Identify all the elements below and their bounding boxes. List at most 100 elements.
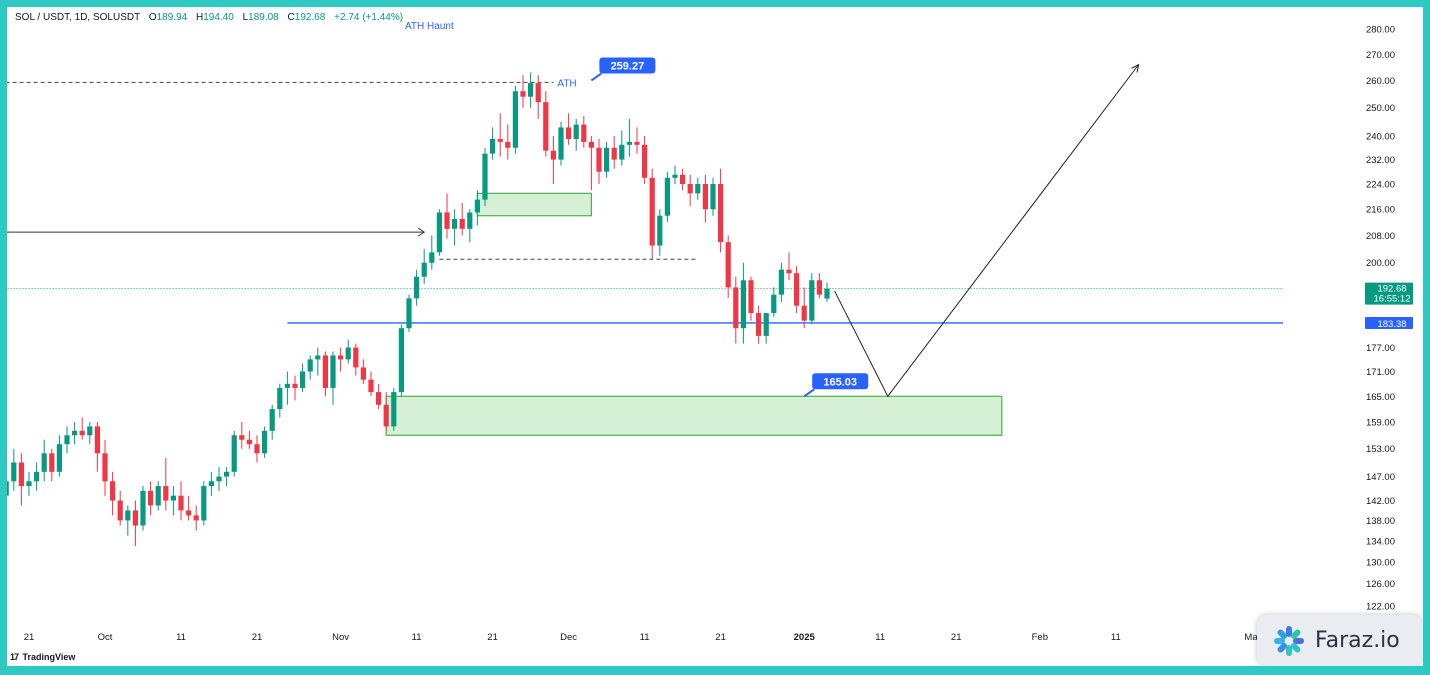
candle-body xyxy=(490,138,496,154)
candle-body xyxy=(528,83,534,97)
callout-label: 165.03 xyxy=(823,376,857,388)
symbol-header: SOL / USDT, 1D, SOLUSDT O189.94 H194.40 … xyxy=(15,12,403,23)
price-tick-label: 138.00 xyxy=(1366,516,1395,527)
candle-body xyxy=(756,313,762,336)
time-tick-label: 11 xyxy=(1111,632,1121,643)
candle-body xyxy=(56,444,62,472)
candle-body xyxy=(687,183,693,194)
candle-body xyxy=(436,212,442,253)
candlestick-chart[interactable]: 259.27 165.03 ATH Haunt ATH 280.00 270.00 260.… xyxy=(7,7,1423,666)
candle-body xyxy=(702,183,708,210)
candle-body xyxy=(596,147,602,172)
candle-body xyxy=(680,174,686,184)
candle-body xyxy=(581,124,587,142)
candle-body xyxy=(368,379,374,393)
candle-body xyxy=(330,355,336,388)
high-label: H xyxy=(195,12,204,23)
open-label: O xyxy=(148,12,157,23)
time-axis: 21 Oct 11 21 Nov 11 21 Dec 11 21 2025 11 21 Feb 11 Mar xyxy=(24,632,1261,643)
ath-label: ATH xyxy=(557,78,576,89)
candle-body xyxy=(398,328,404,393)
candle-body xyxy=(307,359,313,372)
candle-body xyxy=(786,269,792,274)
candle-body xyxy=(353,347,359,368)
faraz-logo-icon xyxy=(1274,625,1304,656)
price-tick-label: 250.00 xyxy=(1366,103,1395,114)
candle-body xyxy=(467,212,473,229)
candle-body xyxy=(216,476,222,482)
candles-group xyxy=(7,72,830,547)
candle-body xyxy=(170,495,176,501)
candle-body xyxy=(254,444,260,454)
ath-price-callout: 259.27 xyxy=(590,57,656,82)
candle-body xyxy=(239,435,245,440)
symbol-label: SOL / USDT, 1D, SOLUSDT xyxy=(15,12,141,23)
arrow-head xyxy=(417,227,426,237)
price-tick-label: 232.00 xyxy=(1366,155,1395,166)
candle-body xyxy=(315,355,321,360)
time-tick-label: 11 xyxy=(875,632,885,643)
candle-body xyxy=(543,102,549,151)
candle-body xyxy=(246,439,252,445)
candle-body xyxy=(482,153,488,200)
candle-body xyxy=(824,288,830,299)
plot-layer xyxy=(7,63,1283,436)
candle-body xyxy=(588,141,594,148)
open-value: 189.94 xyxy=(156,12,188,23)
level-price-tag-bg xyxy=(1365,316,1413,329)
callout-box xyxy=(812,373,869,390)
candle-body xyxy=(7,481,9,496)
candle-body xyxy=(117,500,123,521)
candle-body xyxy=(72,430,78,436)
current-price-tag-bg xyxy=(1365,282,1413,305)
candle-body xyxy=(611,147,617,160)
candle-body xyxy=(79,430,85,436)
candle-body xyxy=(193,515,199,521)
candle-body xyxy=(148,490,154,506)
candle-body xyxy=(208,481,214,487)
time-tick-label: Mar xyxy=(1244,632,1260,643)
price-tick-label: 224.00 xyxy=(1366,179,1395,190)
candle-body xyxy=(224,471,230,477)
candle-body xyxy=(725,242,731,288)
time-tick-label: 21 xyxy=(487,632,498,643)
level-price-value: 183.38 xyxy=(1377,319,1406,330)
tradingview-logo[interactable]: 17 TradingView xyxy=(10,652,75,662)
candle-body xyxy=(452,218,458,229)
candle-body xyxy=(505,141,511,148)
time-tick-label: Feb xyxy=(1032,632,1048,643)
candle-body xyxy=(604,147,610,172)
price-tick-label: 177.00 xyxy=(1366,343,1395,354)
time-tick-label: 21 xyxy=(252,632,263,643)
ath-haunt-label: ATH Haunt xyxy=(405,21,454,32)
candle-body xyxy=(360,367,366,380)
candle-body xyxy=(566,127,572,139)
candle-body xyxy=(444,212,450,229)
callout-box xyxy=(599,57,656,74)
candle-body xyxy=(672,174,678,178)
candle-body xyxy=(155,486,161,506)
candle-body xyxy=(94,426,100,454)
time-tick-label: 11 xyxy=(640,632,650,643)
candle-body xyxy=(809,280,815,321)
current-price-value: 192.68 xyxy=(1377,284,1406,295)
demand-zone xyxy=(476,192,592,217)
candle-body xyxy=(740,280,746,329)
candle-body xyxy=(125,510,131,521)
price-tick-label: 122.00 xyxy=(1366,602,1395,613)
tradingview-label: TradingView xyxy=(22,652,76,662)
candle-body xyxy=(376,392,382,405)
time-tick-label: 11 xyxy=(176,632,186,643)
candle-body xyxy=(497,138,503,142)
low-value: 189.08 xyxy=(248,12,279,23)
candle-body xyxy=(102,453,108,482)
time-tick-label: Oct xyxy=(98,632,113,643)
candle-body xyxy=(269,409,275,431)
low-label: L xyxy=(242,12,249,23)
candle-body xyxy=(710,183,716,210)
price-tick-label: 200.00 xyxy=(1366,258,1395,269)
price-axis: 280.00 270.00 260.00 250.00 240.00 232.00 224.… xyxy=(1366,25,1395,613)
price-tick-label: 260.00 xyxy=(1366,76,1395,87)
faraz-watermark: Faraz.io xyxy=(1257,615,1423,666)
candle-body xyxy=(49,453,55,472)
